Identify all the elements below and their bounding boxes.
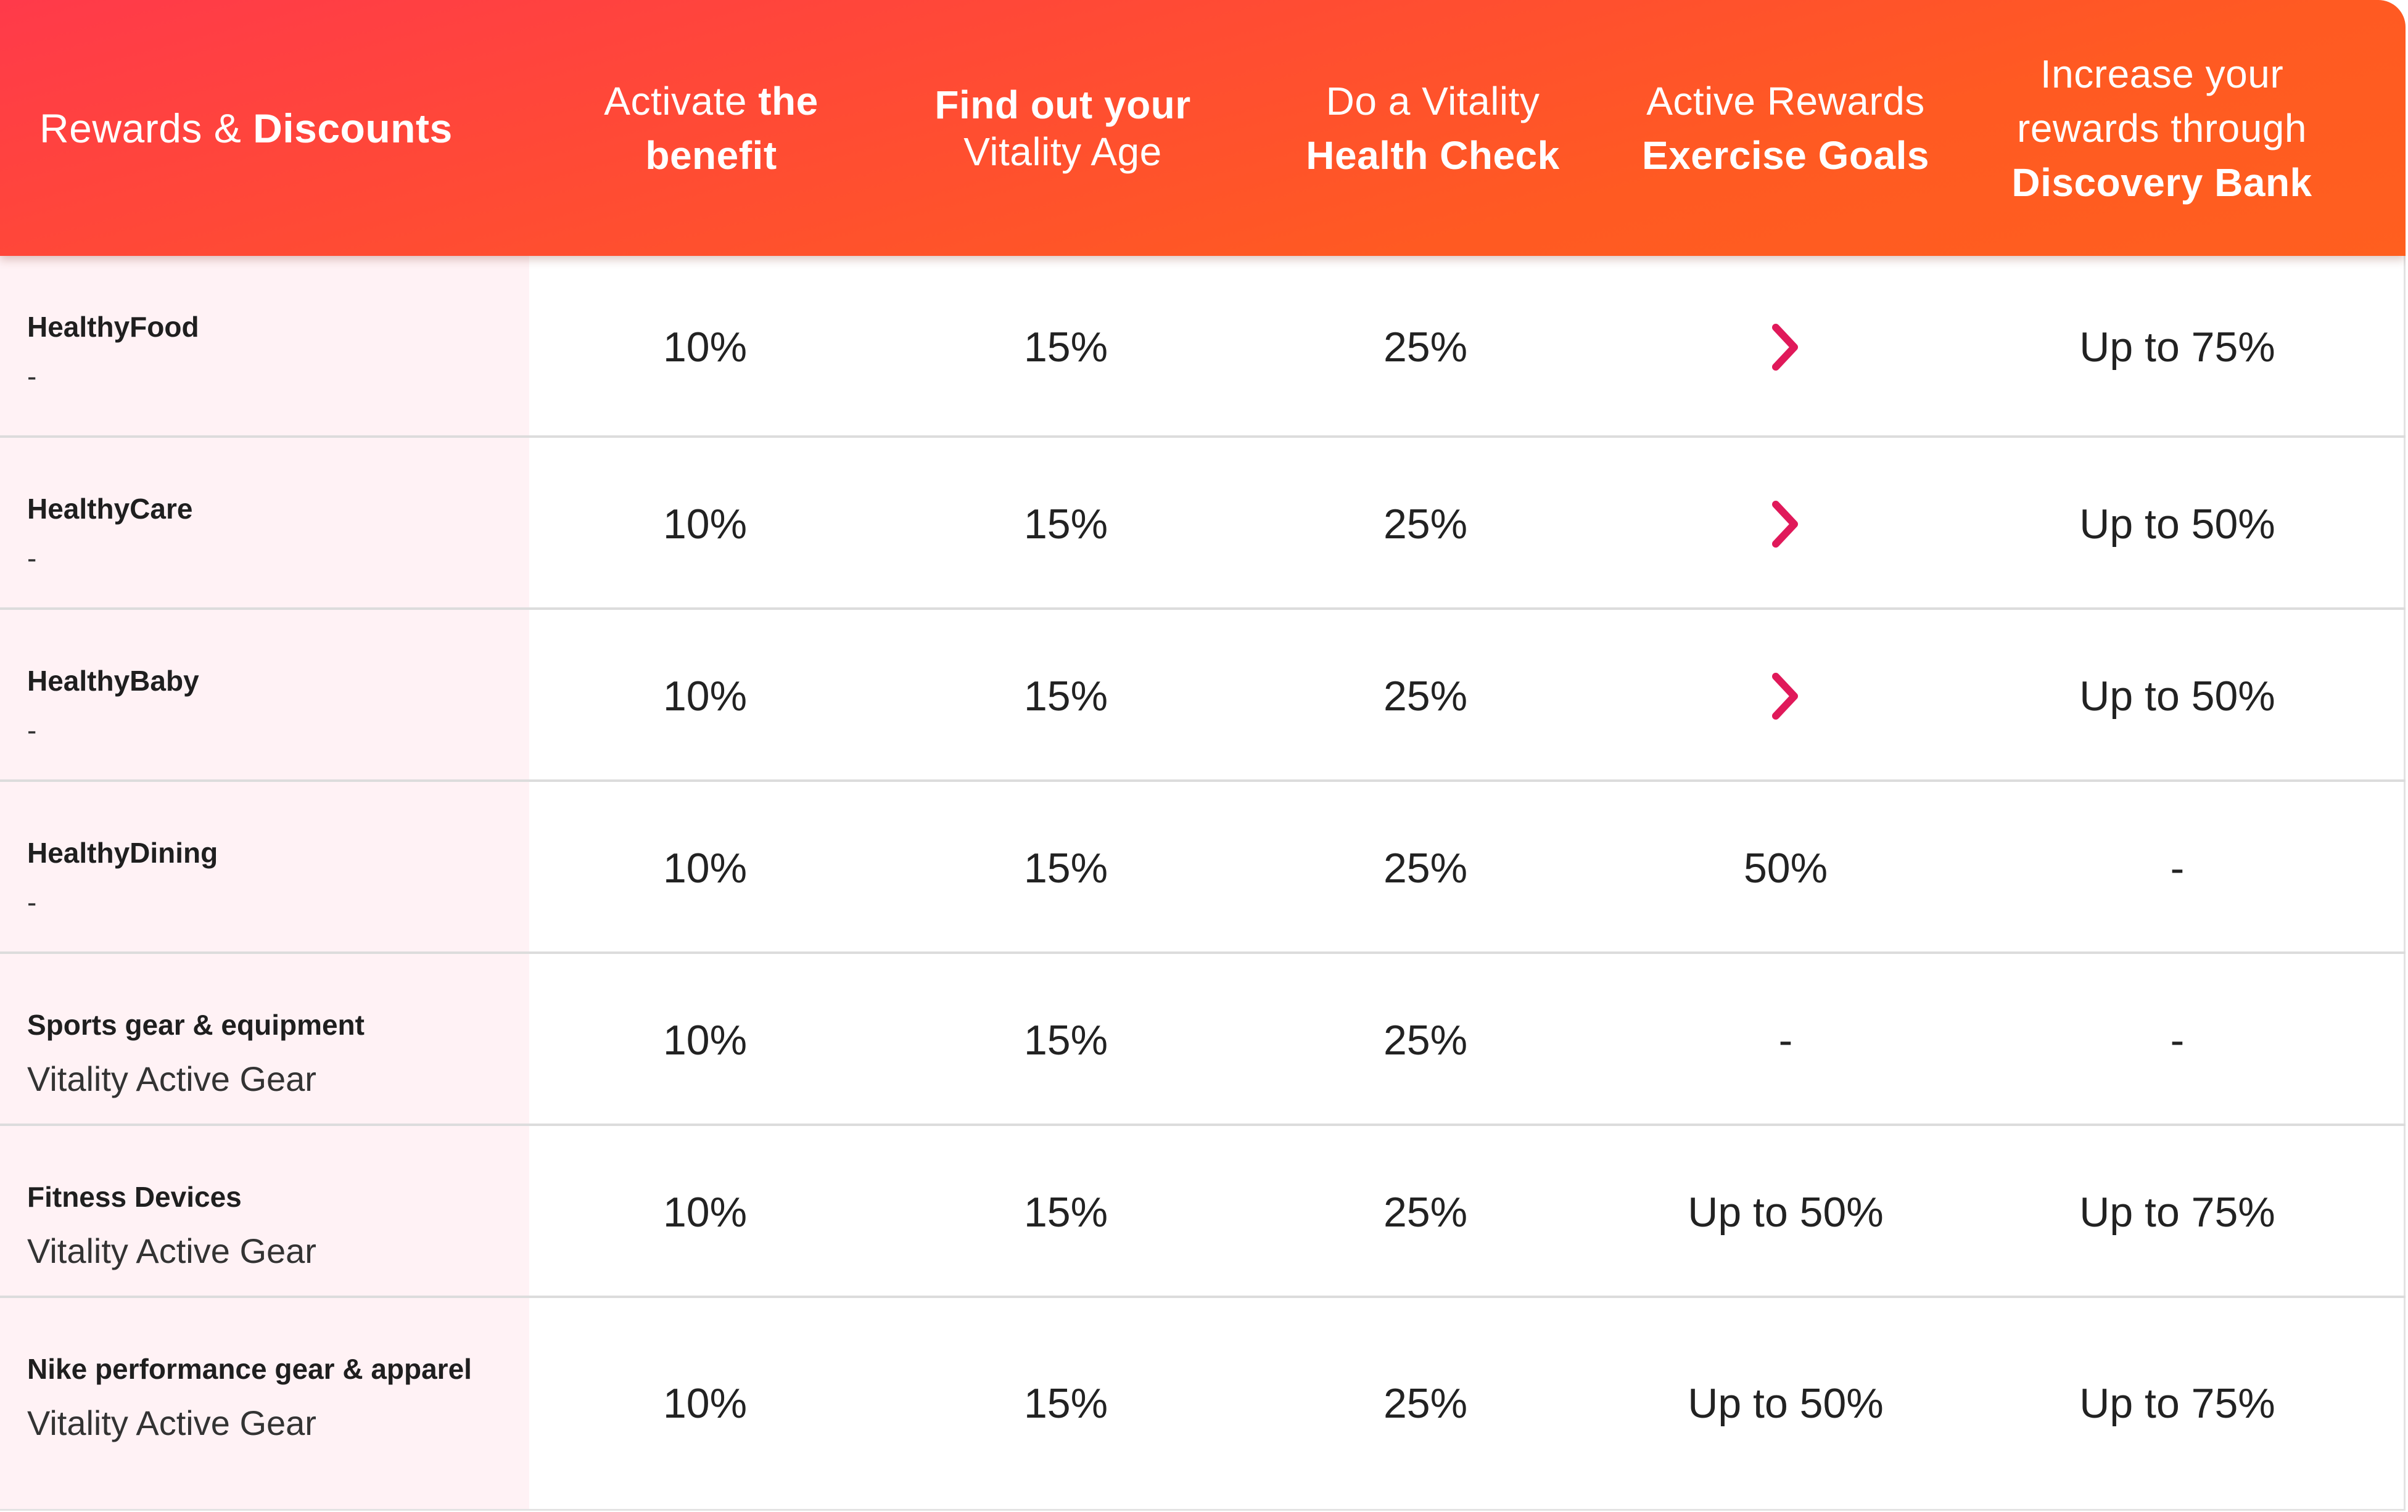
row-name: Fitness Devices	[27, 1181, 242, 1213]
row-value-cell: 25%	[1383, 1380, 1468, 1427]
row-value-cell: 10%	[662, 500, 748, 548]
row-value-cell: 15%	[1023, 1380, 1108, 1427]
row-value-cell: Up to 75%	[2079, 323, 2275, 371]
row-label: HealthyCare -	[27, 438, 521, 610]
row-subtitle: -	[27, 714, 37, 746]
row-value-cell: 10%	[662, 672, 748, 720]
table-row: Fitness Devices Vitality Active Gear 10% 15…	[0, 1126, 2406, 1298]
header-text-bold: Exercise Goals	[1642, 133, 1929, 178]
row-divider	[0, 951, 2406, 954]
chevron-right-icon[interactable]	[1613, 438, 1958, 610]
header-health-check: Do a Vitality Health Check	[1257, 0, 1609, 256]
chevron-right-icon[interactable]	[1613, 610, 1958, 782]
row-value-cell: 25%	[1383, 1016, 1468, 1064]
row-value-cell: Up to 50%	[1688, 1188, 1884, 1236]
row-value-cell: 25%	[1383, 844, 1468, 892]
row-value-cell: Up to 75%	[2079, 1380, 2275, 1427]
row-value-cell: 25%	[1383, 323, 1468, 371]
header-text-bold: Find out your	[934, 82, 1191, 127]
row-value-cell: 15%	[1023, 672, 1108, 720]
row-label: Nike performance gear & apparel Vitality …	[27, 1298, 521, 1509]
chevron-right-icon[interactable]	[1613, 256, 1958, 438]
row-name: Nike performance gear & apparel	[27, 1353, 472, 1385]
row-divider	[0, 779, 2406, 782]
row-value-cell: 15%	[1023, 1188, 1108, 1236]
row-value-cell: Up to 50%	[2079, 500, 2275, 548]
row-value-cell: 50%	[1743, 844, 1828, 892]
row-value-cell: 15%	[1023, 844, 1108, 892]
header-corner-normal: Rewards &	[39, 105, 254, 151]
row-value-cell: -	[1778, 1016, 1793, 1064]
table-row: HealthyDining - 10% 15% 25% 50% -	[0, 782, 2406, 954]
row-value-cell: 25%	[1383, 672, 1468, 720]
table-row: Nike performance gear & apparel Vitality …	[0, 1298, 2406, 1509]
table-row: Sports gear & equipment Vitality Active G…	[0, 954, 2406, 1126]
header-text-bold: Health Check	[1306, 133, 1560, 178]
header-text-bold: benefit	[645, 133, 777, 178]
row-subtitle: -	[27, 542, 37, 574]
header-activate-benefit: Activate the benefit	[529, 0, 893, 256]
row-value-cell: -	[2170, 844, 2185, 892]
row-value-cell: 15%	[1023, 500, 1108, 548]
row-value-cell: 15%	[1023, 323, 1108, 371]
row-value-cell: Up to 50%	[1688, 1380, 1884, 1427]
header-text: Vitality Age	[963, 129, 1162, 174]
chevron-right-icon-glyph	[1772, 323, 1798, 371]
row-value-cell: -	[2170, 1016, 2185, 1064]
row-value-cell: 25%	[1383, 1188, 1468, 1236]
table-header: Rewards & Discounts Activate the benefit…	[0, 0, 2406, 256]
row-value-cell: 10%	[662, 1016, 748, 1064]
row-subtitle: Vitality Active Gear	[27, 1231, 316, 1270]
label-column-background	[0, 256, 529, 1509]
row-value-cell: 10%	[662, 844, 748, 892]
header-text-bold: the	[758, 78, 818, 123]
row-divider	[0, 435, 2406, 438]
row-value-cell: 10%	[662, 1188, 748, 1236]
header-text: Active Rewards	[1646, 78, 1925, 123]
row-subtitle: -	[27, 360, 37, 392]
header-discovery-bank: Increase your rewards through Discovery …	[1974, 0, 2350, 256]
row-label: Fitness Devices Vitality Active Gear	[27, 1126, 521, 1298]
header-text: Increase your	[2040, 51, 2284, 96]
header-exercise-goals: Active Rewards Exercise Goals	[1610, 0, 1961, 256]
header-text-bold: Discovery Bank	[2011, 160, 2312, 205]
row-subtitle: Vitality Active Gear	[27, 1403, 316, 1442]
row-name: HealthyFood	[27, 311, 199, 343]
chevron-right-icon-glyph	[1772, 500, 1798, 548]
row-name: Sports gear & equipment	[27, 1009, 365, 1041]
row-subtitle: Vitality Active Gear	[27, 1059, 316, 1098]
row-divider	[0, 1296, 2406, 1298]
chevron-right-icon-glyph	[1772, 672, 1798, 720]
header-text: Do a Vitality	[1326, 78, 1540, 123]
row-value-cell: 25%	[1383, 500, 1468, 548]
row-subtitle: -	[27, 886, 37, 918]
row-divider	[0, 1124, 2406, 1126]
header-vitality-age: Find out your Vitality Age	[893, 0, 1232, 256]
header-rewards-discounts: Rewards & Discounts	[0, 0, 569, 256]
header-corner-bold: Discounts	[253, 105, 453, 151]
row-name: HealthyBaby	[27, 665, 199, 697]
row-name: HealthyDining	[27, 837, 218, 869]
row-value-cell: 15%	[1023, 1016, 1108, 1064]
table-row: HealthyCare - 10% 15% 25% Up to 50%	[0, 438, 2406, 610]
row-name: HealthyCare	[27, 493, 193, 525]
table-row: HealthyBaby - 10% 15% 25% Up to 50%	[0, 610, 2406, 782]
row-label: HealthyDining -	[27, 782, 521, 954]
row-value-cell: 10%	[662, 1380, 748, 1427]
row-label: Sports gear & equipment Vitality Active G…	[27, 954, 521, 1126]
row-label: HealthyFood -	[27, 256, 521, 438]
row-label: HealthyBaby -	[27, 610, 521, 782]
table-row: HealthyFood - 10% 15% 25% Up to 75%	[0, 256, 2406, 438]
row-value-cell: Up to 75%	[2079, 1188, 2275, 1236]
row-value-cell: Up to 50%	[2079, 672, 2275, 720]
row-value-cell: 10%	[662, 323, 748, 371]
row-divider	[0, 607, 2406, 610]
header-text: Activate	[604, 78, 759, 123]
header-text: rewards through	[2017, 105, 2307, 150]
